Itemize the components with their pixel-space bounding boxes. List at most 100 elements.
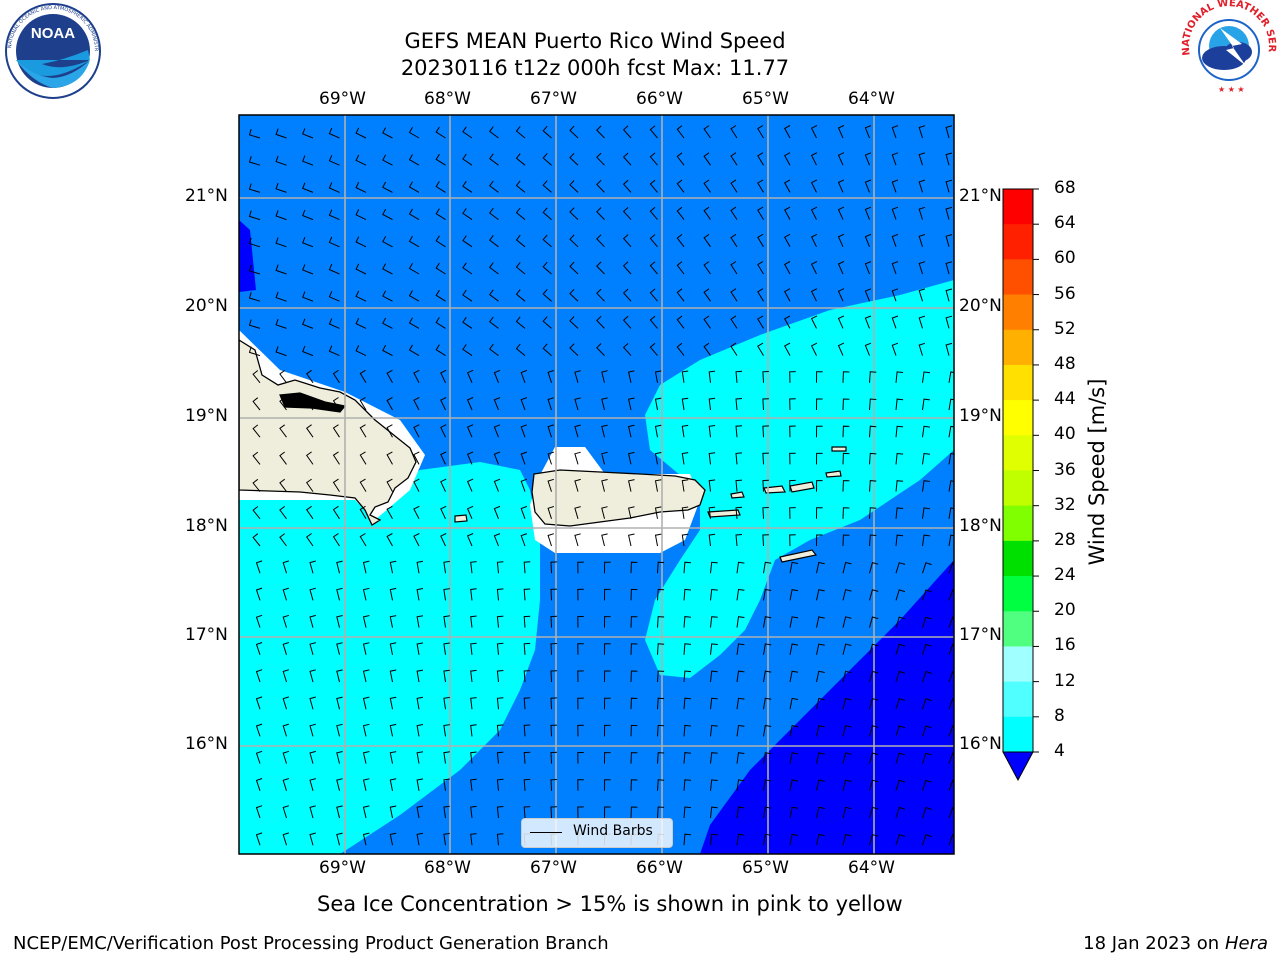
wind-barb [676,125,685,139]
wind-barb [842,452,850,465]
wind-barb [389,642,397,655]
colorbar-band [1003,470,1033,507]
wind-barb [601,533,608,547]
wind-barb [389,696,397,710]
wind-barb [547,533,554,547]
wind-barb [895,806,906,819]
wind-barb [515,289,526,302]
svg-text:★ ★ ★: ★ ★ ★ [1218,85,1245,94]
wind-barb [649,125,658,139]
wind-barb [703,206,711,220]
wind-barb [757,288,764,302]
lat-label-left-19n: 19°N [185,406,228,426]
wind-barb [389,587,397,601]
wind-barb [408,263,420,275]
wind-barb [710,724,718,737]
wind-barb [386,397,393,411]
wind-barb [649,206,658,220]
wind-barb [302,209,314,221]
wind-barb [630,697,638,710]
wind-barb [895,779,906,791]
wind-barb [649,152,658,166]
wind-barb [282,805,290,819]
wind-barb [816,561,825,574]
wind-barb [279,424,287,438]
wind-zone-below-4-se [700,560,954,854]
wind-barb [542,261,552,275]
wind-barb [542,207,552,220]
wind-barb [252,397,261,411]
wind-barb [762,425,769,438]
wind-barb [359,533,367,547]
wind-barb [596,343,605,356]
chart-title-line2: 20230116 t12z 000h fcst Max: 11.77 [400,56,790,80]
wind-barb [649,315,658,329]
wind-barb [462,289,473,302]
wind-barb [282,750,290,764]
wind-barb [763,670,772,683]
wind-barb [683,752,691,764]
lat-label-right-17n: 17°N [959,625,1002,645]
wind-barb [440,478,447,492]
wind-barb [649,234,658,248]
wind-barb [601,370,608,383]
wind-barb [489,207,499,220]
wind-barb [918,288,926,302]
chart-title-line1: GEFS MEAN Puerto Rico Wind Speed [404,29,786,53]
wind-barb [649,179,658,193]
colorbar-band [1003,576,1033,612]
wind-barb [302,182,314,193]
wind-barb [362,615,370,628]
wind-barb [355,345,367,357]
wind-barb [252,506,261,520]
wind-barb [443,778,450,791]
wind-barb [869,643,879,655]
lat-label-right-21n: 21°N [959,186,1002,206]
wind-barb [922,670,932,683]
wind-barb [918,125,926,139]
wind-barb [864,233,872,247]
wind-barb [443,751,450,764]
wind-barb [413,533,420,547]
wind-barb [523,615,531,628]
wind-barb [736,779,745,791]
wind-barb [730,315,738,329]
wind-barb [382,263,393,275]
wind-barb [574,370,581,383]
wind-barb [816,425,823,438]
wind-barb [657,752,665,764]
colorbar-tick-label: 56 [1054,283,1076,304]
wind-barb [789,425,796,438]
wind-barb [922,562,932,574]
wind-barb [408,317,420,329]
wind-barb [730,342,738,356]
wind-barb [523,806,531,819]
wind-barb [683,833,691,846]
wind-barb [389,615,397,628]
wind-barb [784,261,791,275]
wind-barb [922,507,930,519]
wind-barb [248,264,261,275]
wind-barb [389,778,397,791]
wind-barb [948,834,954,846]
wind-barb [489,180,499,193]
wind-barb [757,152,764,166]
wind-barb [763,697,772,710]
wind-barb [435,262,446,275]
wind-barb [569,180,579,193]
wind-barb [302,264,314,275]
wind-barb [542,153,552,166]
wind-barb [306,505,314,520]
wind-barb [683,561,691,574]
noaa-logo-icon: NOAA NATIONAL OCEANIC AND ATMOSPHERIC AD… [2,2,101,99]
wind-barb [730,233,738,248]
wind-barb [574,533,581,547]
wind-barb [789,534,796,547]
wind-barb [628,506,635,519]
wind-barb [891,233,899,247]
footer-machine: Hera [1224,933,1268,954]
wind-barb [842,534,850,547]
wind-barb [869,670,879,683]
wind-barb [710,643,718,655]
wind-barb [703,288,711,302]
